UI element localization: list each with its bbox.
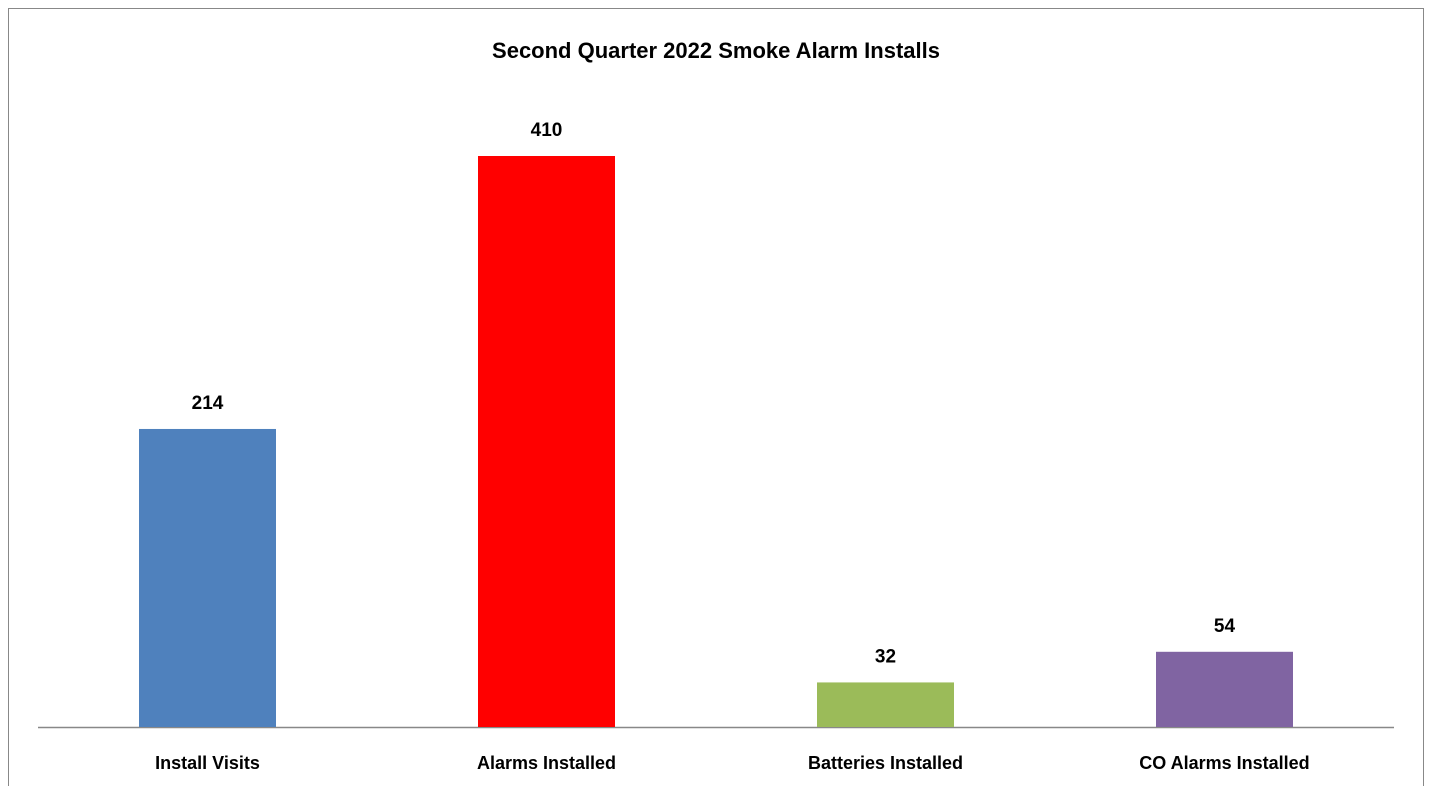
chart-title: Second Quarter 2022 Smoke Alarm Installs [492,38,940,63]
x-tick-label: CO Alarms Installed [1139,753,1309,773]
data-label: 32 [875,646,896,667]
x-tick-label: Batteries Installed [808,753,963,773]
x-tick-label: Alarms Installed [477,753,616,773]
bar [478,156,615,727]
x-tick-label: Install Visits [155,753,260,773]
bar [817,682,954,727]
data-label: 54 [1214,616,1236,637]
bar [139,428,276,727]
data-label: 410 [531,120,563,141]
bar [1156,651,1293,727]
data-label: 214 [192,393,224,414]
